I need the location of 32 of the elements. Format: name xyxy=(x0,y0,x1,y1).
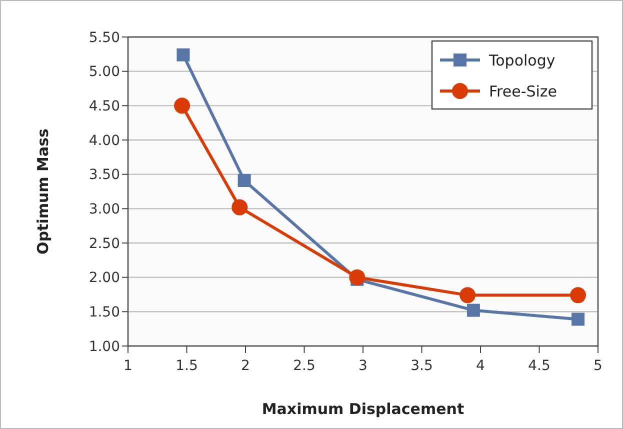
legend-label: Topology xyxy=(488,51,556,70)
point xyxy=(232,199,248,216)
y-tick-label: 5.00 xyxy=(88,64,120,80)
x-tick-label: 3 xyxy=(358,358,368,374)
y-tick-label: 5.50 xyxy=(88,30,120,46)
point xyxy=(572,312,585,326)
y-tick-label: 1.00 xyxy=(88,338,120,355)
x-tick-label: 2 xyxy=(241,358,250,374)
point xyxy=(570,287,586,304)
y-tick-label: 2.50 xyxy=(88,236,120,252)
x-tick-label: 2.5 xyxy=(293,358,316,374)
y-tick-label: 4.50 xyxy=(88,98,120,115)
y-tick-label: 3.00 xyxy=(88,202,120,218)
point xyxy=(238,174,251,188)
legend-label: Free-Size xyxy=(489,82,558,100)
point xyxy=(174,98,190,114)
x-tick-label: 4.5 xyxy=(528,358,550,374)
x-axis-title: Maximum Displacement xyxy=(262,400,464,418)
y-tick-label: 3.50 xyxy=(88,167,120,184)
y-tick-label: 2.00 xyxy=(88,270,120,286)
y-tick-label: 1.50 xyxy=(88,304,120,321)
point xyxy=(466,304,480,317)
point xyxy=(176,48,190,62)
point xyxy=(349,269,366,286)
y-axis-title: Optimum Mass xyxy=(34,128,52,254)
point xyxy=(460,287,476,304)
x-tick-label: 4 xyxy=(476,358,486,374)
x-tick-label: 3.5 xyxy=(410,358,433,374)
y-tick-label: 4.00 xyxy=(88,132,120,149)
x-tick-label: 1.5 xyxy=(176,358,198,374)
x-tick-label: 5 xyxy=(594,358,602,374)
x-tick-label: 1 xyxy=(124,358,132,374)
